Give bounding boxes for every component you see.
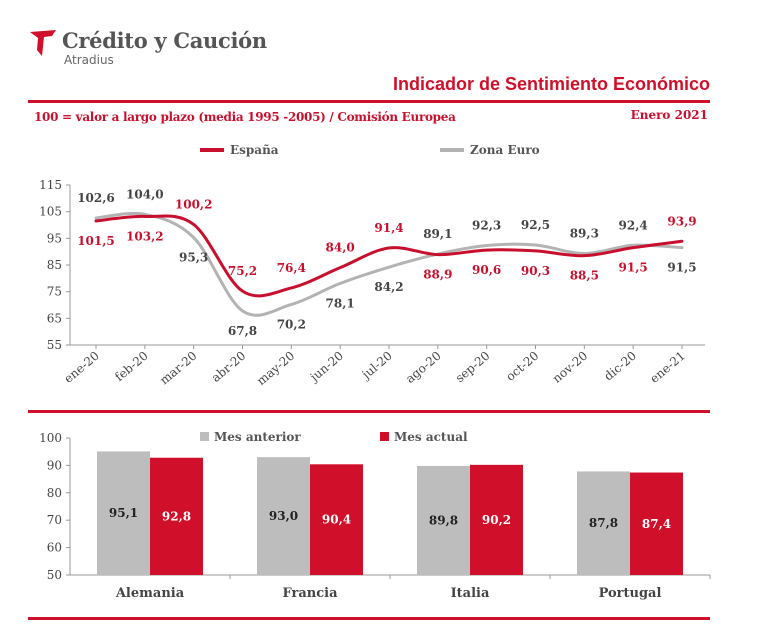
data-label-zona-euro-7: 89,1 bbox=[423, 227, 452, 241]
bar-0-0 bbox=[97, 451, 150, 575]
data-label-espana-12: 93,9 bbox=[667, 214, 696, 228]
x-tick-label-0: ene-20 bbox=[61, 349, 102, 386]
bar-legend-label-1: Mes actual bbox=[394, 430, 468, 444]
data-label-zona-euro-10: 89,3 bbox=[570, 227, 599, 241]
data-label-zona-euro-0: 102,6 bbox=[77, 191, 115, 205]
data-label-zona-euro-11: 92,4 bbox=[619, 218, 648, 232]
bar-1-2 bbox=[470, 464, 523, 575]
bar-value-label-0-1: 93,0 bbox=[269, 509, 298, 523]
line-chart: España Zona Euro 55 65 75 85 95 105 115 ene-20 feb… bbox=[39, 143, 705, 388]
x-tick-label-5: jun-20 bbox=[306, 349, 346, 386]
bar-legend-swatch-1 bbox=[380, 432, 389, 441]
x-tick-label-2: mar-20 bbox=[157, 349, 199, 388]
brand-name: Crédito y Caución bbox=[62, 28, 267, 53]
x-tick-label-1: feb-20 bbox=[112, 349, 151, 385]
data-label-zona-euro-9: 92,5 bbox=[521, 218, 550, 232]
series-line-1 bbox=[94, 211, 684, 317]
data-label-espana-11: 91,5 bbox=[619, 261, 648, 275]
brand-subname: Atradius bbox=[64, 53, 114, 67]
bar-value-label-1-3: 87,4 bbox=[642, 517, 671, 531]
x-tick-label-12: ene-21 bbox=[647, 349, 688, 386]
y-tick-label-6: 115 bbox=[39, 178, 62, 192]
y-tick-label-3: 85 bbox=[47, 258, 62, 272]
bar-1-3 bbox=[630, 472, 683, 575]
x-tick-label-3: abr-20 bbox=[209, 349, 249, 385]
x-tick-label-7: ago-20 bbox=[403, 349, 444, 386]
bar-chart: Mes anterior Mes actual 50 60 70 80 90 100 95,1 9… bbox=[39, 430, 711, 601]
line-legend: España Zona Euro bbox=[200, 143, 540, 157]
y-tick-label-5: 105 bbox=[39, 205, 62, 219]
x-tick-label-6: jul-20 bbox=[358, 349, 395, 383]
legend-label-1: Zona Euro bbox=[470, 143, 540, 157]
data-label-zona-euro-8: 92,3 bbox=[472, 219, 501, 233]
data-label-espana-5: 84,0 bbox=[326, 241, 355, 255]
x-tick-label-9: oct-20 bbox=[503, 349, 541, 384]
bar-category-label-1: Francia bbox=[282, 586, 338, 601]
x-tick-label-11: dic-20 bbox=[601, 349, 639, 384]
data-label-espana-9: 90,3 bbox=[521, 264, 550, 278]
x-tick-label-4: may-20 bbox=[254, 349, 297, 388]
data-label-espana-6: 91,4 bbox=[374, 221, 403, 235]
bar-y-tick-label-4: 90 bbox=[47, 458, 62, 472]
data-label-zona-euro-12: 91,5 bbox=[667, 261, 696, 275]
y-tick-label-0: 55 bbox=[47, 338, 62, 352]
bar-category-label-2: Italia bbox=[451, 586, 490, 601]
bar-value-label-1-2: 90,2 bbox=[482, 513, 511, 527]
data-label-espana-4: 76,4 bbox=[277, 261, 306, 275]
bar-0-2 bbox=[417, 465, 470, 575]
bar-0-1 bbox=[257, 457, 310, 575]
bar-y-tick-label-1: 60 bbox=[47, 541, 62, 555]
bar-y-tick-label-5: 100 bbox=[39, 431, 62, 445]
data-label-espana-10: 88,5 bbox=[570, 269, 599, 283]
data-label-espana-8: 90,6 bbox=[472, 263, 501, 277]
data-label-zona-euro-1: 104,0 bbox=[126, 187, 164, 201]
data-label-zona-euro-4: 70,2 bbox=[277, 317, 306, 331]
bar-value-label-0-3: 87,8 bbox=[589, 516, 618, 530]
bar-value-label-1-1: 90,4 bbox=[322, 513, 351, 527]
page-title: Indicador de Sentimiento Económico bbox=[392, 74, 710, 94]
series-line-0 bbox=[94, 214, 684, 298]
data-label-espana-0: 101,5 bbox=[77, 234, 115, 248]
data-label-espana-3: 75,2 bbox=[228, 264, 257, 278]
data-label-zona-euro-3: 67,8 bbox=[228, 324, 257, 338]
brand-mark-icon bbox=[30, 30, 56, 56]
bar-value-label-0-2: 89,8 bbox=[429, 513, 458, 527]
bottom-divider bbox=[28, 617, 710, 620]
y-tick-label-4: 95 bbox=[47, 231, 62, 245]
bar-category-label-0: Alemania bbox=[115, 586, 185, 601]
data-label-zona-euro-5: 78,1 bbox=[326, 296, 355, 310]
section-divider bbox=[28, 410, 710, 413]
bar-y-tick-label-3: 80 bbox=[47, 486, 62, 500]
data-label-zona-euro-6: 84,2 bbox=[374, 280, 403, 294]
x-tick-label-8: sep-20 bbox=[453, 349, 493, 386]
bar-legend-swatch-0 bbox=[200, 432, 209, 441]
brand-logo: Crédito y Caución Atradius bbox=[28, 26, 268, 76]
bar-y-tick-label-0: 50 bbox=[47, 568, 62, 582]
bar-value-label-0-0: 95,1 bbox=[109, 506, 138, 520]
report-date: Enero 2021 bbox=[630, 108, 708, 122]
y-tick-label-2: 75 bbox=[47, 285, 62, 299]
bar-legend-label-0: Mes anterior bbox=[214, 430, 301, 444]
data-label-espana-2: 100,2 bbox=[175, 197, 213, 211]
data-label-zona-euro-2: 95,3 bbox=[179, 251, 208, 265]
bar-1-1 bbox=[310, 464, 363, 575]
data-label-espana-1: 103,2 bbox=[126, 229, 164, 243]
legend-label-0: España bbox=[230, 143, 279, 157]
bar-y-tick-label-2: 70 bbox=[47, 513, 62, 527]
chart-subtitle: 100 = valor a largo plazo (media 1995 -2… bbox=[34, 110, 456, 124]
bar-0-3 bbox=[577, 471, 630, 575]
bar-category-label-3: Portugal bbox=[599, 586, 662, 601]
x-tick-label-10: nov-20 bbox=[550, 349, 590, 386]
title-divider bbox=[28, 100, 710, 103]
bar-value-label-1-0: 92,8 bbox=[162, 509, 191, 523]
bar-1-0 bbox=[150, 457, 203, 575]
data-label-espana-7: 88,9 bbox=[423, 268, 452, 282]
bar-legend: Mes anterior Mes actual bbox=[200, 430, 468, 444]
y-tick-label-1: 65 bbox=[47, 311, 62, 325]
